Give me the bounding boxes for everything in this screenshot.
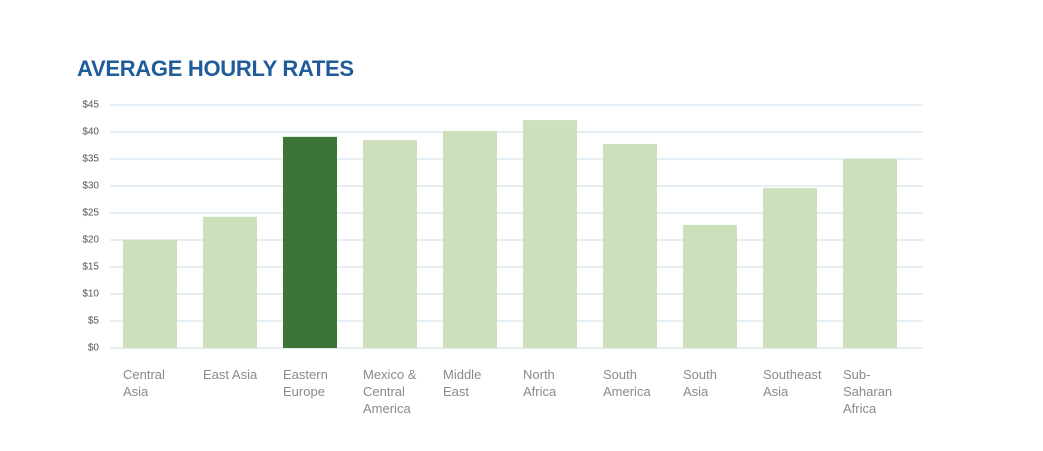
bar: [363, 140, 417, 348]
bar: [283, 136, 337, 348]
bar: [443, 130, 497, 348]
y-tick-label: $5: [88, 316, 100, 327]
y-tick-label: $25: [82, 208, 99, 219]
x-tick-label: East Asia: [203, 367, 258, 382]
x-tick-label: South America: [603, 367, 651, 399]
x-tick-label: South Asia: [683, 367, 717, 399]
y-tick-label: $45: [82, 100, 99, 111]
bar: [523, 120, 577, 349]
y-tick-label: $15: [82, 262, 99, 273]
bar: [123, 240, 177, 348]
y-tick-label: $35: [82, 154, 99, 165]
bar: [603, 143, 657, 348]
bar: [683, 224, 737, 348]
x-tick-label: Eastern Europe: [283, 367, 328, 399]
chart-title: AVERAGE HOURLY RATES: [77, 56, 354, 81]
y-tick-label: $40: [82, 127, 99, 138]
x-tick-label: Southeast Asia: [763, 367, 822, 399]
bar: [763, 188, 817, 348]
y-tick-label: $10: [82, 289, 99, 300]
y-tick-label: $20: [82, 235, 99, 246]
x-tick-label: Central Asia: [123, 367, 165, 399]
bar: [203, 216, 257, 348]
x-tick-label: Mexico & Central America: [363, 367, 417, 416]
bar: [843, 159, 897, 348]
y-tick-label: $0: [88, 343, 100, 354]
x-tick-label: North Africa: [523, 367, 557, 399]
x-tick-label: Sub-Saharan Africa: [843, 367, 893, 416]
y-tick-label: $30: [82, 181, 99, 192]
x-tick-label: Middle East: [443, 367, 482, 399]
